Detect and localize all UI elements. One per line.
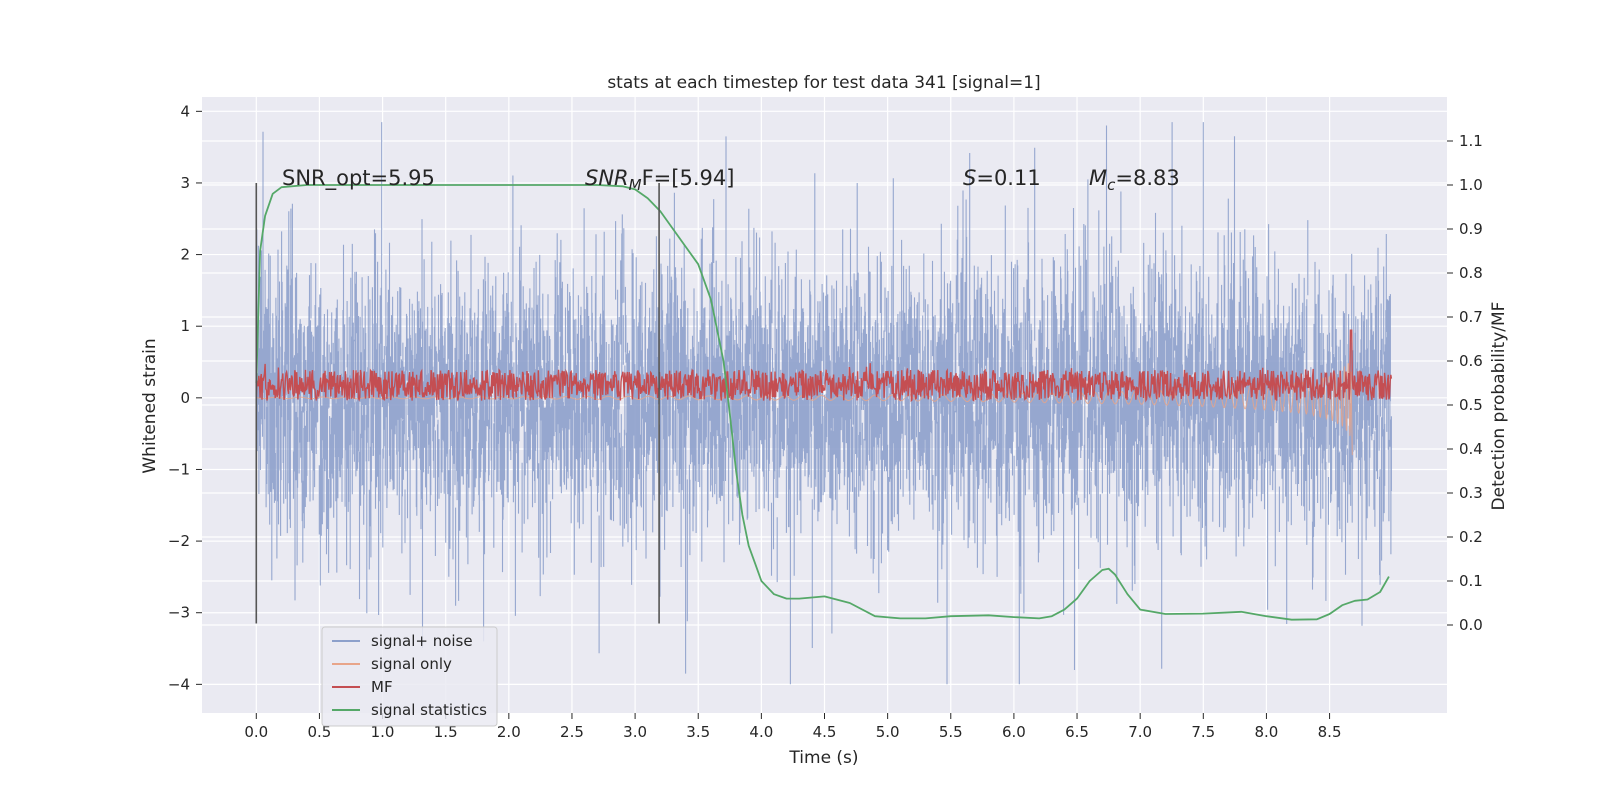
x-tick-label: 5.5	[939, 723, 963, 741]
y2-axis-label: Detection probability/MF	[1489, 302, 1509, 511]
annotation-s: S=0.11	[963, 166, 1041, 190]
y-tick-label: −1	[168, 460, 190, 478]
snr-mf-symbol: SNR	[585, 166, 629, 190]
x-tick-label: 1.0	[371, 723, 395, 741]
annotation-mc: Mc=8.83	[1089, 166, 1180, 194]
y2-tick-label: 0.9	[1459, 220, 1483, 238]
series-mf	[255, 329, 1393, 403]
x-tick-label: 6.0	[1002, 723, 1026, 741]
y-tick-label: −2	[168, 532, 190, 550]
x-tick-label: 3.0	[623, 723, 647, 741]
x-tick-label: 7.5	[1191, 723, 1215, 741]
mc-value: =8.83	[1115, 166, 1179, 190]
y2-tick-label: 0.4	[1459, 440, 1483, 458]
y2-tick-label: 1.0	[1459, 176, 1483, 194]
y-tick-label: −4	[168, 675, 190, 693]
x-axis-label: Time (s)	[788, 748, 858, 768]
x-tick-label: 6.5	[1065, 723, 1089, 741]
snr-mf-value: F=[5.94]	[642, 166, 735, 190]
x-tick-label: 8.5	[1318, 723, 1342, 741]
legend-label-mf: MF	[371, 678, 393, 696]
y2-tick-label: 0.7	[1459, 308, 1483, 326]
chart-title: stats at each timestep for test data 341…	[607, 73, 1040, 93]
x-tick-label: 0.5	[307, 723, 331, 741]
snr-mf-subscript: M	[629, 176, 642, 194]
y2-tick-label: 0.8	[1459, 264, 1483, 282]
y2-tick-label: 0.2	[1459, 528, 1483, 546]
y2-tick-label: 0.5	[1459, 396, 1483, 414]
y-tick-label: 4	[180, 102, 190, 120]
legend-box	[321, 626, 498, 727]
y2-tick-label: 0.3	[1459, 484, 1483, 502]
x-tick-label: 3.5	[686, 723, 710, 741]
vertical-markers	[255, 182, 660, 624]
x-tick-label: 4.0	[749, 723, 773, 741]
x-tick-label: 4.5	[813, 723, 837, 741]
annotation-snr-mf: SNRMF=[5.94]	[585, 166, 734, 194]
ticks: 0.0 0.5 1.0 1.5 2.0 2.5 3.0 3.5 4.0 4.5 5.0 5.5 6.0 6…	[168, 102, 1483, 741]
y2-tick-label: 1.1	[1459, 132, 1483, 150]
y-tick-label: 3	[180, 174, 190, 192]
y-tick-label: −3	[168, 604, 190, 622]
s-value: =0.11	[976, 166, 1040, 190]
x-tick-label: 5.0	[876, 723, 900, 741]
y2-tick-label: 0.6	[1459, 352, 1483, 370]
x-tick-label: 8.0	[1255, 723, 1279, 741]
s-symbol: S	[963, 166, 976, 190]
x-tick-label: 1.5	[434, 723, 458, 741]
y2-tick-label: 0.0	[1459, 616, 1483, 634]
y-tick-label: 1	[180, 317, 190, 335]
legend-label-signal-noise: signal+ noise	[371, 632, 473, 650]
x-tick-label: 0.0	[244, 723, 268, 741]
legend: signal+ noise signal only MF signal stat…	[321, 626, 498, 727]
x-tick-label: 2.0	[497, 723, 521, 741]
mc-subscript: c	[1107, 176, 1116, 194]
x-tick-label: 2.5	[560, 723, 584, 741]
series-signal-statistics	[255, 184, 1390, 621]
x-tick-label: 7.0	[1128, 723, 1152, 741]
y-axis-label: Whitened strain	[140, 338, 160, 473]
annotation-snr-opt: SNR_opt=5.95	[282, 166, 435, 191]
y-tick-label: 2	[180, 246, 190, 264]
y-tick-label: 0	[180, 389, 190, 407]
mc-symbol: M	[1089, 166, 1107, 190]
y2-tick-label: 0.1	[1459, 572, 1483, 590]
series-layer	[255, 122, 1393, 685]
legend-label-signal-only: signal only	[371, 655, 452, 673]
legend-label-signal-statistics: signal statistics	[371, 701, 487, 719]
